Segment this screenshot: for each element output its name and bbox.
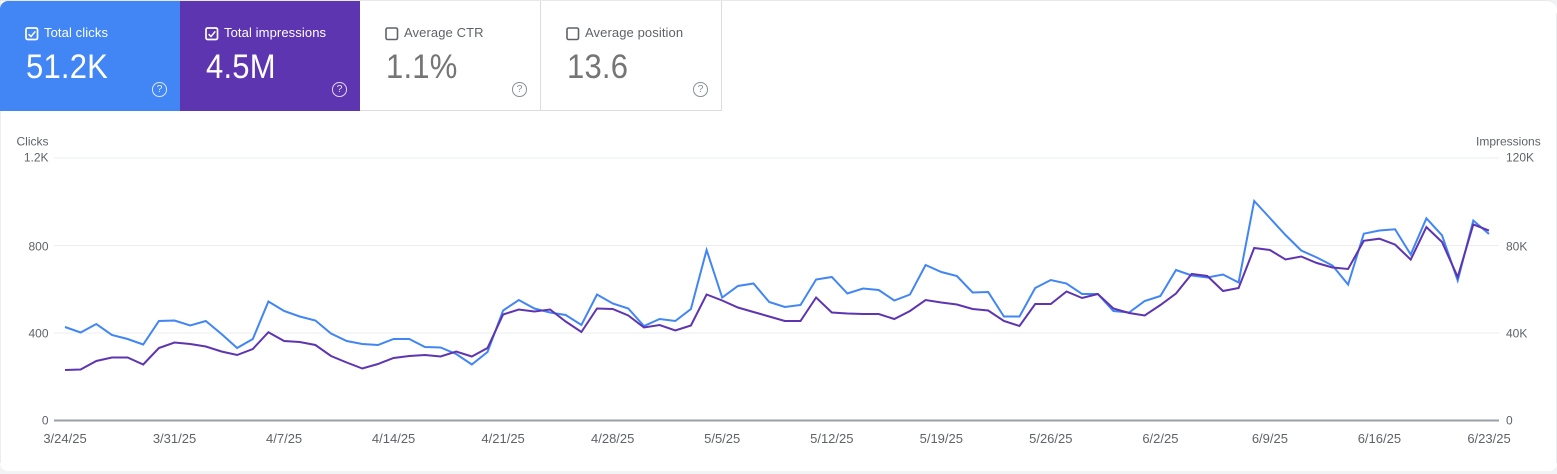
svg-text:4/28/25: 4/28/25 <box>591 431 634 446</box>
svg-text:6/2/25: 6/2/25 <box>1142 431 1178 446</box>
svg-text:0: 0 <box>42 414 49 428</box>
svg-text:4/14/25: 4/14/25 <box>372 431 415 446</box>
svg-text:120K: 120K <box>1506 151 1534 165</box>
svg-text:6/9/25: 6/9/25 <box>1252 431 1288 446</box>
svg-text:5/5/25: 5/5/25 <box>704 431 740 446</box>
svg-text:6/16/25: 6/16/25 <box>1358 431 1401 446</box>
svg-text:1.2K: 1.2K <box>24 151 49 165</box>
svg-text:5/19/25: 5/19/25 <box>920 431 963 446</box>
svg-text:4/21/25: 4/21/25 <box>481 431 524 446</box>
svg-text:5/26/25: 5/26/25 <box>1029 431 1072 446</box>
svg-text:Impressions: Impressions <box>1476 135 1541 149</box>
svg-text:0: 0 <box>1506 414 1513 428</box>
svg-text:3/24/25: 3/24/25 <box>43 431 86 446</box>
svg-text:4/7/25: 4/7/25 <box>266 431 302 446</box>
svg-text:3/31/25: 3/31/25 <box>153 431 196 446</box>
svg-text:6/23/25: 6/23/25 <box>1467 431 1510 446</box>
svg-text:40K: 40K <box>1506 327 1527 341</box>
svg-text:80K: 80K <box>1506 240 1527 254</box>
svg-text:800: 800 <box>28 240 48 254</box>
svg-text:400: 400 <box>28 327 48 341</box>
svg-text:Clicks: Clicks <box>17 135 49 149</box>
svg-text:5/12/25: 5/12/25 <box>810 431 853 446</box>
